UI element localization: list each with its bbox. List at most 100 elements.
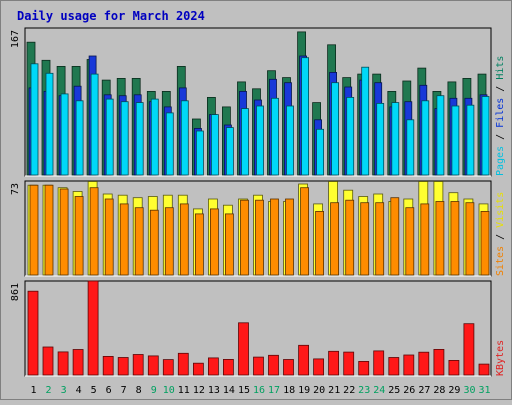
x-tick-label-day-5: 5 [91, 385, 97, 396]
bar-pages-day-18 [286, 105, 294, 176]
x-tick-label-day-17: 17 [268, 385, 280, 396]
bar-kbytes-day-17 [268, 354, 279, 376]
bar-pages-day-25 [391, 102, 400, 176]
x-tick-label-day-30: 30 [463, 385, 475, 396]
x-tick-label-day-19: 19 [298, 385, 310, 396]
y-max-label-middle: 73 [10, 183, 21, 195]
bar-sites-day-20 [315, 210, 325, 276]
series-pages [30, 57, 490, 176]
bar-pages-day-24 [376, 103, 385, 176]
bar-pages-day-13 [210, 114, 219, 176]
x-tick-label-day-28: 28 [433, 385, 445, 396]
bar-kbytes-day-16 [253, 356, 264, 376]
x-tick-label-day-26: 26 [403, 385, 415, 396]
bar-pages-day-3 [60, 93, 69, 176]
chart-title: Daily usage for March 2024 [17, 9, 205, 23]
bar-sites-day-24 [375, 202, 385, 276]
bar-sites-day-16 [255, 199, 264, 276]
bar-pages-day-16 [256, 105, 264, 176]
bar-pages-day-10 [165, 112, 174, 176]
bar-pages-day-1 [30, 63, 39, 176]
x-tick-label-day-13: 13 [208, 385, 220, 396]
legend-label-bottom: KBytes [495, 340, 506, 376]
bar-kbytes-day-18 [283, 359, 294, 376]
x-tick-label-day-21: 21 [328, 385, 340, 396]
bar-pages-day-9 [150, 98, 159, 176]
x-tick-label-day-3: 3 [61, 385, 67, 396]
bar-kbytes-day-14 [222, 358, 234, 376]
bar-pages-day-5 [90, 73, 99, 176]
bar-pages-day-19 [301, 57, 310, 176]
x-tick-label-day-11: 11 [178, 385, 190, 396]
y-max-label-bottom: 861 [10, 283, 21, 301]
panel-bottom: 861 KBytes [10, 280, 506, 377]
legend-part-top-4: Hits [495, 56, 506, 80]
bar-kbytes-day-26 [403, 354, 415, 376]
bar-sites-day-9 [149, 209, 159, 276]
bar-kbytes-day-22 [343, 351, 355, 376]
bar-pages-day-30 [466, 104, 475, 176]
legend-part-top-3: / [495, 80, 506, 98]
bar-kbytes-day-10 [162, 359, 174, 376]
bar-sites-day-15 [240, 199, 249, 276]
bar-sites-day-14 [224, 213, 234, 276]
bar-kbytes-day-20 [313, 358, 325, 376]
bar-kbytes-day-28 [433, 348, 445, 376]
series-sites [29, 184, 490, 276]
bar-pages-day-20 [316, 128, 325, 176]
bar-sites-day-13 [209, 208, 219, 276]
bar-pages-day-27 [421, 100, 430, 176]
bar-kbytes-day-3 [57, 351, 69, 376]
bar-kbytes-day-27 [418, 351, 430, 376]
x-tick-label-day-31: 31 [478, 385, 490, 396]
legend-label-top: Pages / Files / Hits [495, 56, 506, 176]
bar-kbytes-day-13 [207, 357, 219, 376]
x-tick-label-day-16: 16 [253, 385, 265, 396]
bar-pages-day-17 [271, 97, 279, 176]
bar-pages-day-11 [180, 100, 189, 176]
bar-pages-day-14 [225, 127, 234, 176]
legend-part-middle-1: / [495, 228, 506, 246]
series-kbytes [27, 280, 490, 376]
bar-pages-day-31 [481, 96, 490, 176]
x-tick-label-day-6: 6 [106, 385, 112, 396]
bar-kbytes-day-24 [373, 350, 385, 376]
bar-pages-day-12 [195, 130, 204, 176]
chart-panels: 167 Pages / Files / Hits 73 Sites / Visits 8… [10, 27, 506, 377]
legend-part-top-2: Files [495, 98, 506, 128]
bar-kbytes-day-15 [238, 322, 249, 376]
bar-kbytes-day-4 [72, 349, 84, 376]
x-tick-label-day-12: 12 [193, 385, 205, 396]
bar-pages-day-29 [451, 105, 460, 176]
x-tick-label-day-10: 10 [163, 385, 175, 396]
x-tick-label-day-22: 22 [343, 385, 355, 396]
x-tick-label-day-27: 27 [418, 385, 430, 396]
bar-pages-day-26 [406, 119, 415, 176]
bar-sites-day-28 [435, 201, 445, 276]
bar-kbytes-day-7 [117, 357, 129, 376]
bar-pages-day-28 [436, 95, 445, 176]
bar-pages-day-4 [75, 100, 84, 176]
bar-sites-day-2 [44, 184, 54, 276]
x-tick-label-day-7: 7 [121, 385, 127, 396]
bar-sites-day-1 [29, 184, 39, 276]
legend-part-bottom-0: KBytes [495, 340, 506, 376]
bar-pages-day-21 [331, 82, 340, 176]
bar-sites-day-3 [59, 188, 69, 276]
bar-sites-day-26 [405, 207, 415, 276]
bar-kbytes-day-2 [42, 346, 54, 376]
legend-part-middle-2: Visits [495, 192, 506, 228]
bar-sites-day-10 [164, 207, 174, 276]
legend-part-middle-0: Sites [495, 246, 506, 276]
bar-sites-day-6 [104, 198, 114, 276]
bar-kbytes-day-31 [478, 363, 490, 376]
legend-part-top-0: Pages [495, 146, 506, 176]
bar-pages-day-6 [105, 98, 114, 176]
bar-sites-day-8 [134, 207, 144, 276]
bar-kbytes-day-30 [463, 323, 475, 376]
bar-pages-day-23 [361, 66, 370, 176]
x-tick-label-day-24: 24 [373, 385, 385, 396]
bar-kbytes-day-6 [102, 355, 114, 376]
bar-kbytes-day-12 [192, 362, 204, 376]
bar-kbytes-day-25 [388, 357, 400, 376]
